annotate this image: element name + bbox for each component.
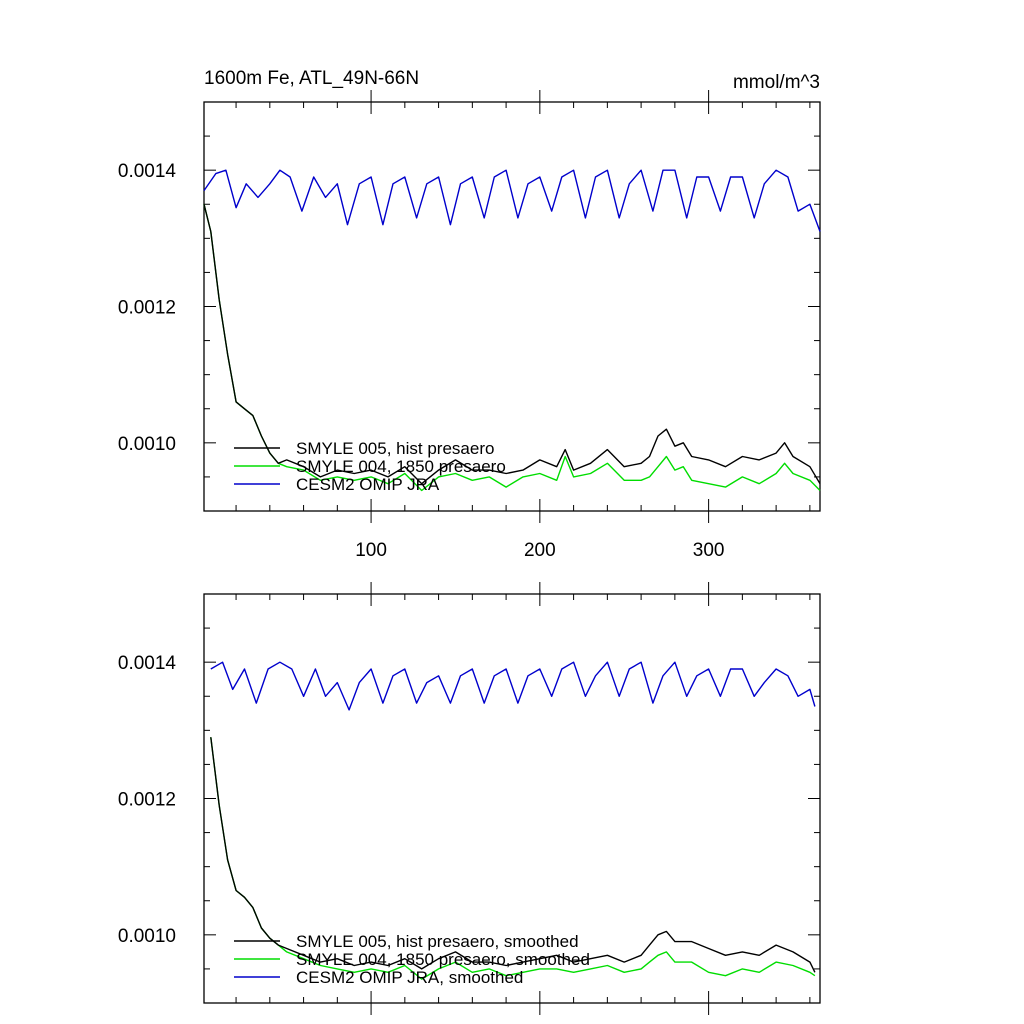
series-line-hist-presaero: [203, 204, 821, 485]
x-tick-label: 100: [355, 540, 387, 561]
series-line-omip-jra: [203, 169, 821, 232]
x-tick-label: 200: [524, 540, 556, 561]
chart-title: 1600m Fe, ATL_49N-66N: [204, 68, 419, 89]
y-tick-label: 0.0014: [118, 161, 177, 182]
y-tick-label: 0.0014: [118, 653, 177, 674]
x-tick-label: 300: [693, 540, 725, 561]
y-tick-label: 0.0012: [118, 790, 176, 811]
y-tick-label: 0.0010: [118, 926, 176, 947]
series-line-omip-jra: [210, 661, 816, 711]
y-tick-label: 0.0010: [118, 434, 176, 455]
y-tick-label: 0.0012: [118, 298, 176, 319]
legend-label: CESM2 OMIP JRA, smoothed: [296, 968, 523, 987]
legend-label: CESM2 OMIP JRA: [296, 475, 440, 494]
series-line-hist-presaero: [210, 737, 816, 973]
legend-label: SMYLE 005, hist presaero, smoothed: [296, 932, 579, 951]
legend-label: SMYLE 004, 1850 presaero: [296, 457, 506, 476]
panel-bottom: 0.0010 0.0012 0.0014 SMYLE 005, hist presae…: [118, 582, 821, 1015]
legend-label: SMYLE 005, hist presaero: [296, 439, 494, 458]
chart-units: mmol/m^3: [733, 72, 820, 93]
panel-top: 0.0010 0.0012 0.0014 100 200 300 SMYLE 005, hi…: [118, 90, 821, 561]
legend-label: SMYLE 004, 1850 presaero, smoothed: [296, 950, 590, 969]
